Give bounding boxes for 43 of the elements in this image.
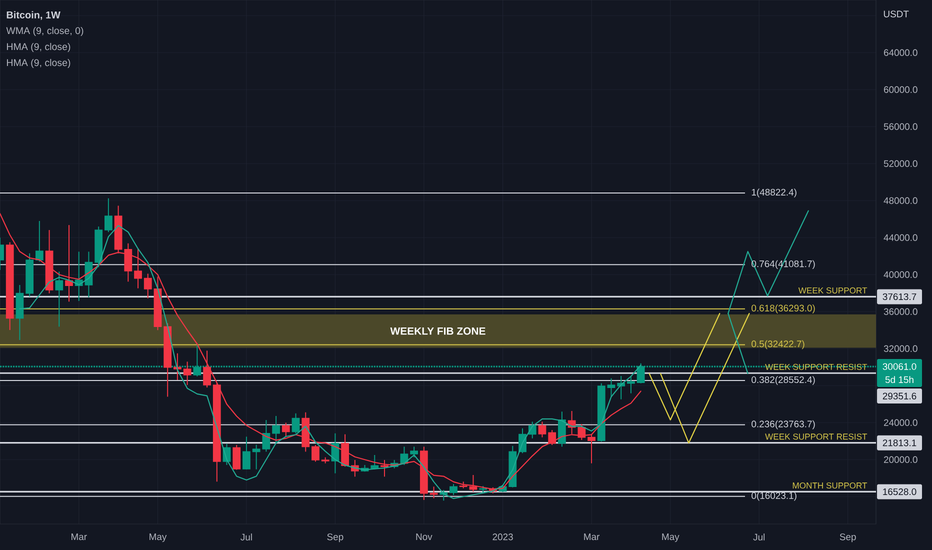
- y-tick-label: 56000.0: [884, 123, 918, 130]
- y-tick-label: 52000.0: [884, 160, 918, 167]
- annotation: WEEK SUPPORT: [798, 287, 868, 294]
- annotation: HMA (9, close): [6, 42, 70, 52]
- ref-line-label: 0(16023.1): [752, 492, 796, 501]
- ref-line-label: 0.618(36293.0): [752, 304, 815, 314]
- annotation: WEEK SUPPORT RESIST: [765, 364, 868, 370]
- ref-line-label: 16528.0: [883, 488, 916, 496]
- x-tick-label: Mar: [72, 534, 87, 540]
- ref-line-label: 29351.6: [882, 392, 916, 400]
- y-tick-label: 60000.0: [884, 86, 918, 93]
- y-tick-label: 64000.0: [884, 49, 918, 56]
- x-tick-label: Sep: [327, 534, 344, 542]
- x-tick-label: Nov: [416, 534, 432, 540]
- ref-line-label: 30061.0: [882, 363, 916, 370]
- x-tick-label: 2023: [492, 534, 513, 540]
- y-tick-label: 20000.0: [884, 456, 918, 463]
- ref-line-label: 37613.7: [882, 293, 916, 300]
- x-tick-label: Jul: [753, 534, 765, 540]
- ref-line-label: 0.236(23763.7): [752, 420, 815, 430]
- x-tick-label: Mar: [584, 534, 600, 540]
- x-tick-label: Sep: [840, 534, 856, 542]
- annotation: MONTH SUPPORT: [792, 482, 868, 489]
- x-tick-label: Jul: [240, 534, 252, 540]
- annotation: HMA (9, close): [6, 58, 70, 68]
- y-tick-label: 32000.0: [884, 345, 918, 352]
- annotation: WMA (9, close, 0): [6, 26, 84, 36]
- ref-line-label: 0.5(32422.7): [752, 340, 804, 350]
- ref-line-label: 0.382(28552.4): [752, 376, 815, 385]
- ref-line-label: 1(48822.4): [752, 188, 796, 198]
- y-tick-label: 24000.0: [884, 419, 918, 426]
- band-label: WEEKLY FIB ZONE: [390, 327, 486, 335]
- x-tick-label: May: [150, 534, 167, 542]
- text: Bitcoin, 1W: [6, 11, 60, 20]
- y-tick-label: 36000.0: [884, 308, 918, 315]
- annotation: 5d 15h: [885, 376, 914, 384]
- y-tick-label: 40000.0: [884, 271, 918, 278]
- y-axis-title: USDT: [884, 10, 909, 18]
- x-tick-label: May: [662, 534, 680, 542]
- annotation: WEEK SUPPORT RESIST: [765, 434, 868, 440]
- y-tick-label: 48000.0: [884, 197, 918, 204]
- y-tick-label: 44000.0: [884, 234, 918, 241]
- ref-line-label: 21813.1: [882, 440, 916, 446]
